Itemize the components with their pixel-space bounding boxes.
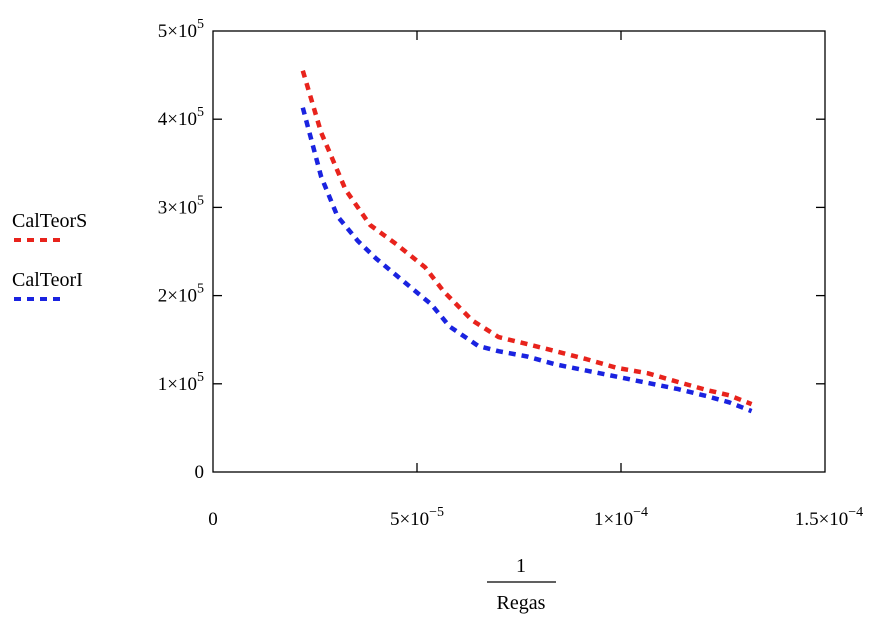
y-tick-label: 5×105 (158, 17, 204, 42)
plot-frame (212, 30, 826, 473)
x-axis-label: 1 Regas (487, 555, 556, 614)
x-axis-label-numerator: 1 (516, 555, 526, 577)
y-tick-label: 1×105 (158, 370, 204, 395)
y-tick-label: 4×105 (158, 105, 204, 130)
legend: CalTeorS CalTeorI (12, 210, 87, 301)
x-axis-label-denominator: Regas (497, 592, 546, 614)
legend-label-caltors: CalTeorS (12, 210, 87, 232)
x-axis-ticks: 0 5×10−5 1×10−4 1.5×10−4 (208, 31, 863, 530)
series-line-calteori (300, 107, 753, 414)
x-tick-label: 1×10−4 (594, 505, 648, 530)
series-line-calteors (300, 70, 753, 407)
y-tick-label: 0 (195, 462, 205, 483)
y-tick-label: 3×105 (158, 193, 204, 218)
x-tick-label: 5×10−5 (390, 505, 444, 530)
legend-label-calteori: CalTeorI (12, 269, 83, 291)
x-tick-label: 0 (208, 509, 218, 530)
y-axis-ticks: 0 1×105 2×105 3×105 4×105 5×105 (158, 17, 825, 483)
y-tick-label: 2×105 (158, 282, 204, 307)
series-group (300, 70, 753, 414)
x-tick-label: 1.5×10−4 (795, 505, 863, 530)
